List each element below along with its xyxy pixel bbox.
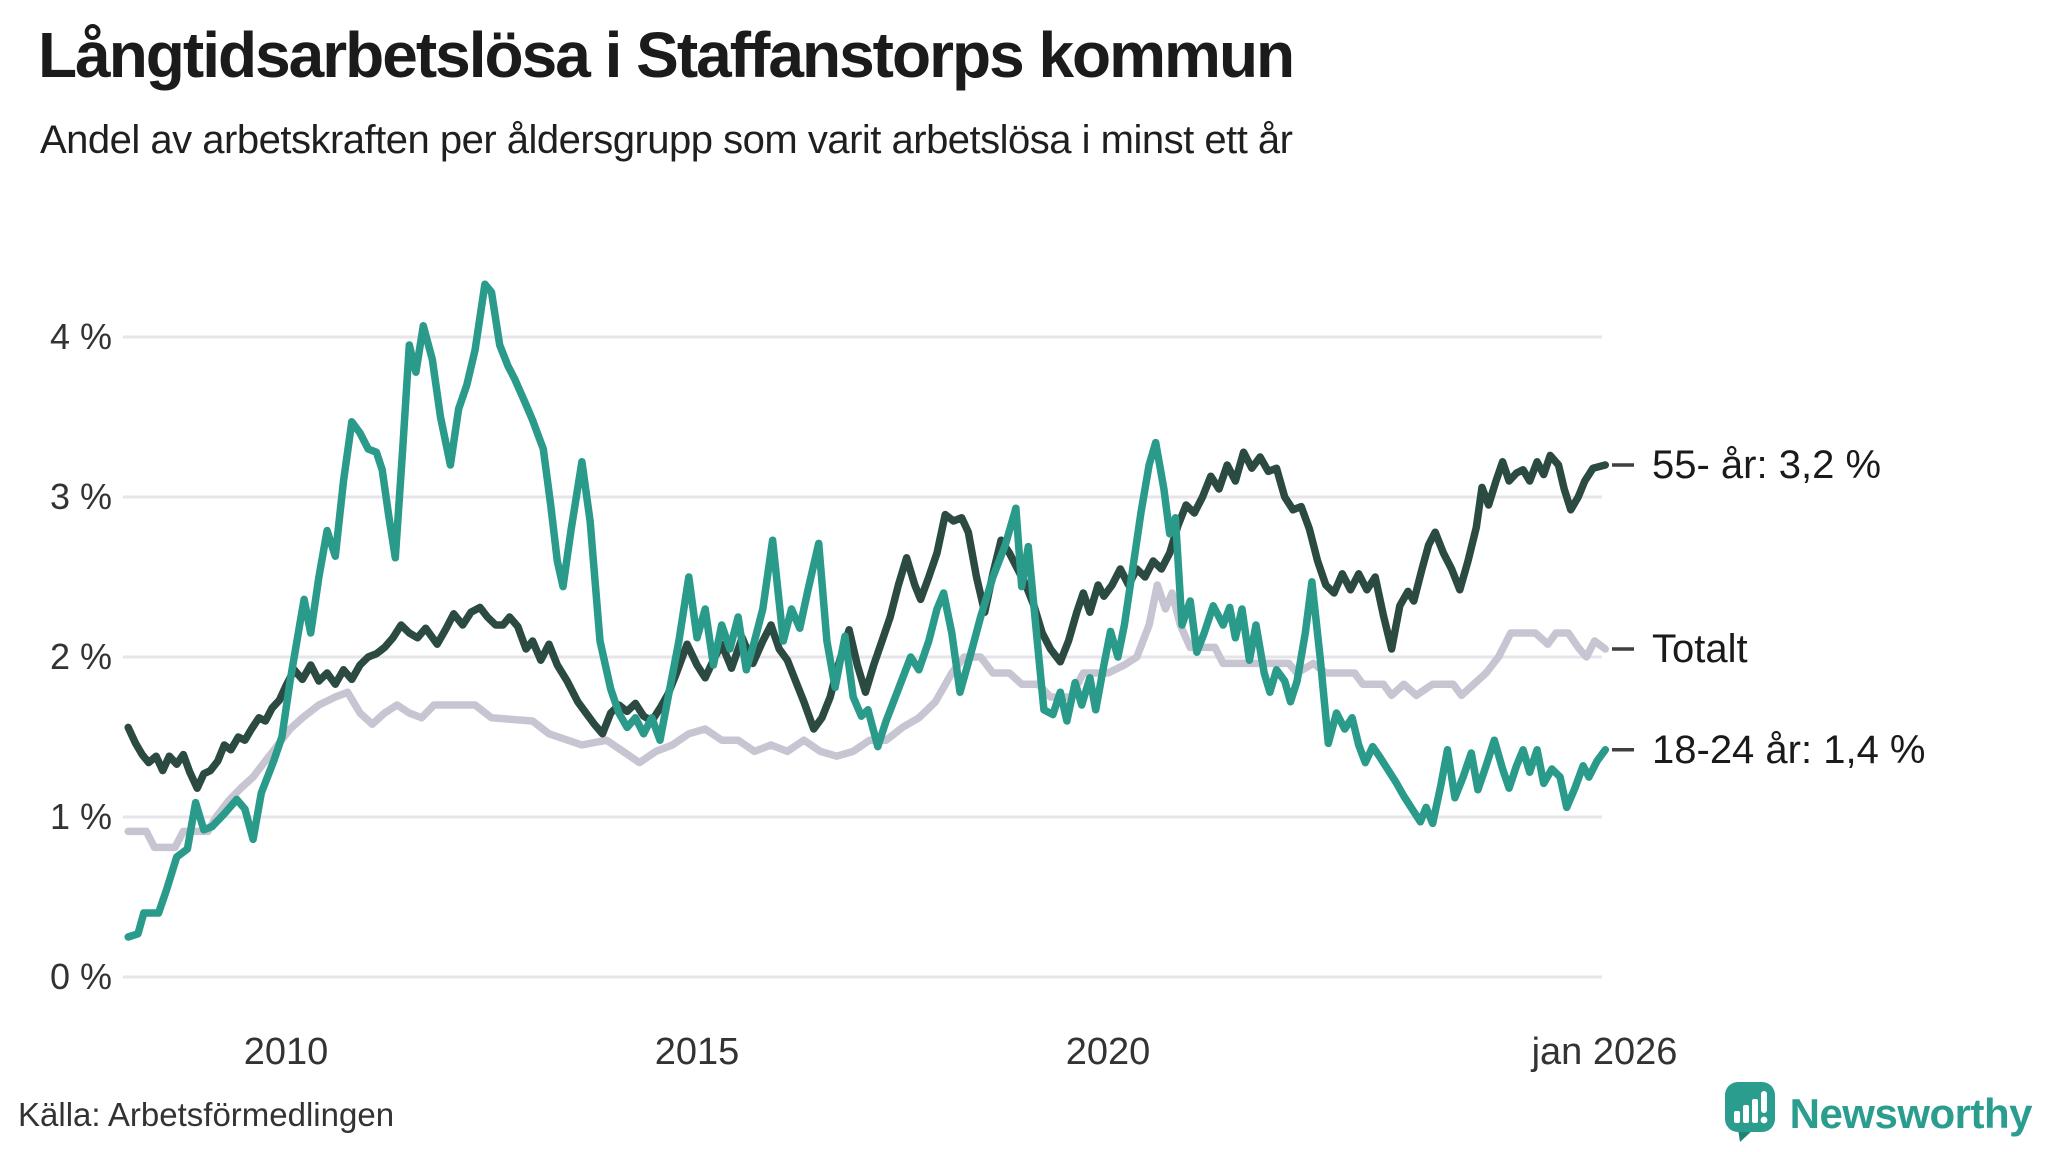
x-axis-label: 2015 [654,1031,740,1073]
y-axis-label: 2 % [49,636,112,677]
source-text: Källa: Arbetsförmedlingen [18,1096,395,1133]
y-axis-label: 0 % [49,956,112,997]
series-line-55- år [124,448,1610,792]
x-axis-label: 2010 [243,1031,329,1073]
series-line-Totalt [124,581,1610,852]
newsworthy-logo: Newsworthy [1724,1081,2033,1148]
x-axis-label: 2020 [1065,1031,1151,1073]
series-label-totalt: Totalt [1652,627,1748,671]
series-label-18-24-ar: 18-24 år: 1,4 % [1652,727,1926,772]
newsworthy-brand-text: Newsworthy [1789,1090,2033,1137]
chart-title: Långtidsarbetslösa i Staffanstorps kommu… [38,19,1295,91]
y-axis-label: 1 % [49,796,112,837]
bar-chart-speech-bubble-icon [1724,1081,1776,1148]
series-label-55-ar: 55- år: 3,2 % [1652,443,1882,487]
chart-subtitle: Andel av arbetskraften per åldersgrupp s… [40,118,1293,162]
y-axis-label: 4 % [49,316,112,357]
x-axis-label: jan 2026 [1531,1031,1678,1073]
y-axis-label: 3 % [49,476,112,517]
series-line-18-24 år [124,280,1610,941]
